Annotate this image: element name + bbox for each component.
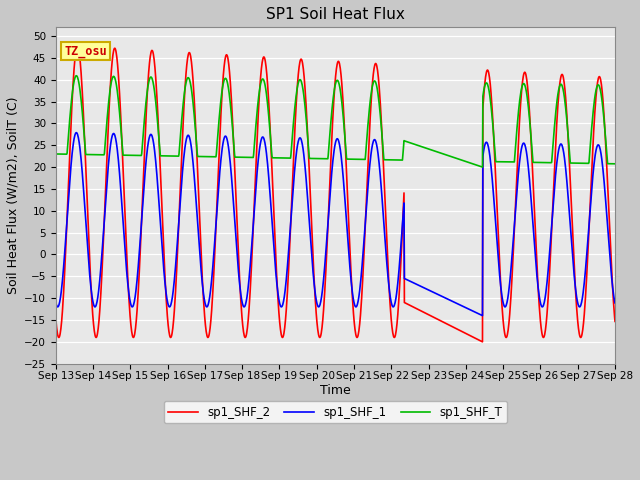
sp1_SHF_2 [52,316,60,322]
sp1_SHF_2 [177,178,184,183]
sp1_SHF_2 [496,269,504,275]
X-axis label: Time: Time [320,384,351,397]
Line: sp1_SHF_1: sp1_SHF_1 [56,132,615,316]
sp1_SHF_1 [177,193,184,199]
sp1_SHF_1 [239,303,247,309]
sp1_SHF_1 [479,313,486,319]
sp1_SHF_1 [163,296,171,302]
sp1_SHF_T [72,73,80,79]
sp1_SHF_1 [422,286,430,292]
sp1_SHF_T [479,164,486,170]
Legend: sp1_SHF_2, sp1_SHF_1, sp1_SHF_T: sp1_SHF_2, sp1_SHF_1, sp1_SHF_T [164,401,508,423]
sp1_SHF_T [239,155,247,160]
sp1_SHF_2 [422,311,430,316]
sp1_SHF_2 [239,326,247,332]
sp1_SHF_2 [479,339,486,345]
sp1_SHF_1 [611,300,619,306]
sp1_SHF_2 [611,319,619,324]
sp1_SHF_2 [74,43,81,49]
sp1_SHF_1 [72,130,80,135]
sp1_SHF_1 [496,276,504,282]
Text: TZ_osu: TZ_osu [64,45,107,58]
sp1_SHF_T [611,161,619,167]
sp1_SHF_T [52,151,60,157]
sp1_SHF_T [545,160,553,166]
sp1_SHF_2 [163,308,171,313]
sp1_SHF_1 [545,253,553,259]
sp1_SHF_T [496,159,504,165]
sp1_SHF_1 [52,300,60,305]
Title: SP1 Soil Heat Flux: SP1 Soil Heat Flux [266,7,405,22]
Line: sp1_SHF_2: sp1_SHF_2 [56,46,615,342]
Y-axis label: Soil Heat Flux (W/m2), SoilT (C): Soil Heat Flux (W/m2), SoilT (C) [7,97,20,294]
sp1_SHF_T [422,145,430,151]
sp1_SHF_T [177,131,184,137]
sp1_SHF_T [163,153,171,159]
sp1_SHF_2 [545,275,553,280]
Line: sp1_SHF_T: sp1_SHF_T [56,76,615,167]
